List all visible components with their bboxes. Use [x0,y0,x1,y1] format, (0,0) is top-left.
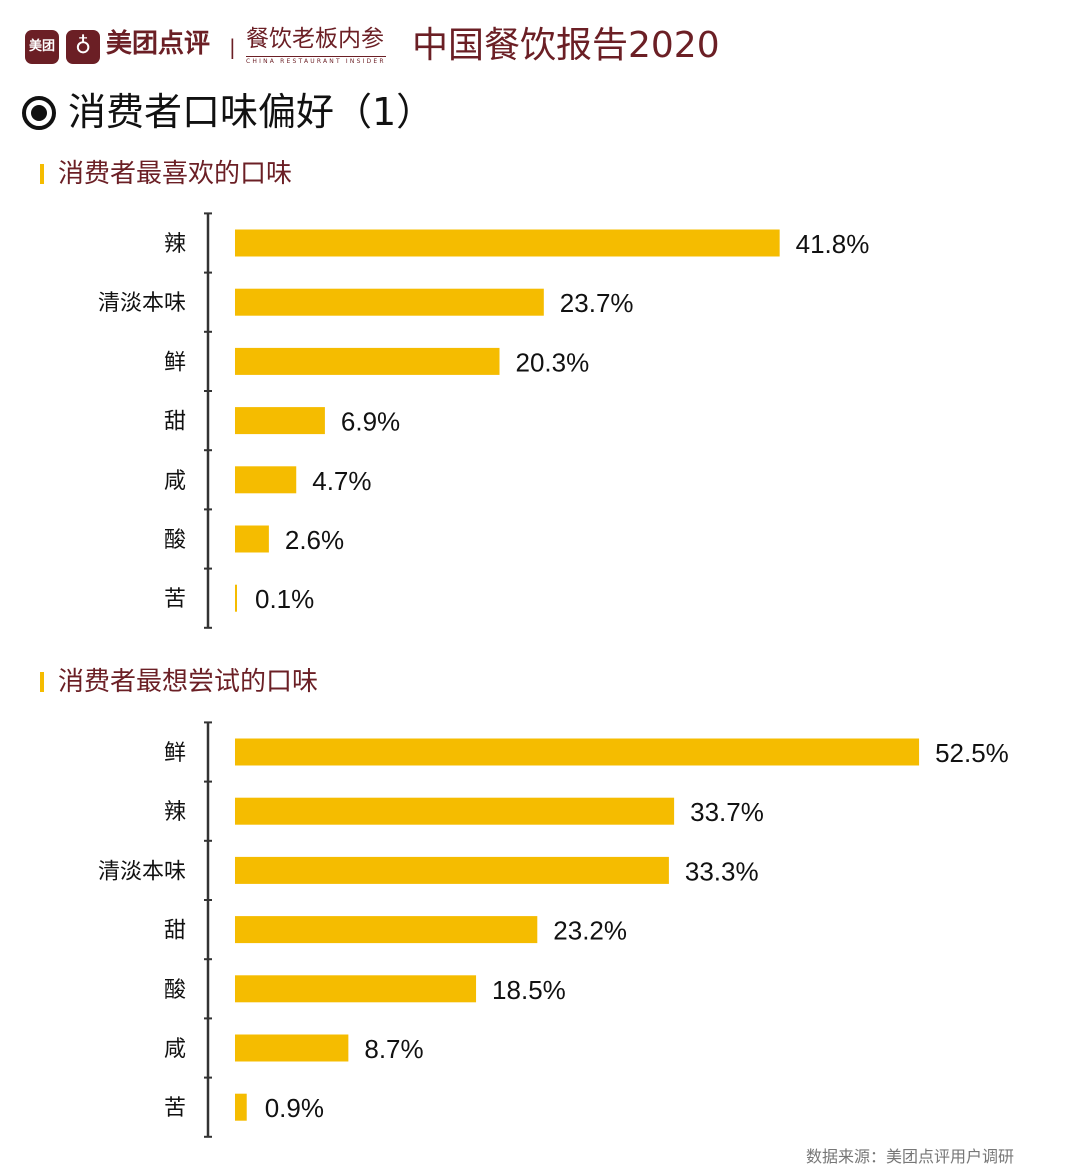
category-label: 鲜 [164,741,186,766]
bar [235,1034,349,1062]
bar [235,975,477,1003]
meituan-logo: 美团 [25,30,59,64]
category-label: 鲜 [164,350,186,375]
section-title-2: 消费者最想尝试的口味 [40,668,318,697]
page-title-text: 消费者口味偏好（1） [68,90,435,134]
brand-name: 美团点评 [106,29,211,59]
chart-2-title: 消费者最想尝试的口味 [58,667,319,697]
bar [235,407,325,435]
category-label: 苦 [164,1096,186,1121]
value-label: 18.5% [492,975,566,1005]
bar [235,916,538,944]
value-label: 33.3% [685,856,759,886]
value-label: 0.9% [265,1093,324,1123]
value-label: 52.5% [935,738,1009,768]
category-label: 清淡本味 [98,291,186,316]
bullet-icon [22,95,56,130]
bar [235,288,544,316]
chart-1-title: 消费者最喜欢的口味 [58,159,293,189]
value-label: 33.7% [690,797,764,827]
dianping-logo-icon: ♁ [66,30,100,64]
bar [235,466,297,494]
category-label: 酸 [164,528,186,553]
category-label: 酸 [164,978,186,1003]
page-title: 消费者口味偏好（1） [22,90,435,134]
bar [235,525,269,553]
partner-name: 餐饮老板内参 [246,26,384,52]
report-title: 中国餐饮报告2020 [412,25,720,66]
category-label: 甜 [164,410,186,435]
category-label: 清淡本味 [98,859,186,884]
logo-text: 美团 [28,38,55,54]
value-label: 6.9% [341,407,400,437]
category-label: 辣 [164,800,186,825]
partner-name-en: CHINA RESTAURANT INSIDER [246,56,386,65]
value-label: 4.7% [312,466,371,496]
category-label: 甜 [164,919,186,944]
bar [235,347,500,375]
value-label: 20.3% [516,347,590,377]
section-title-1: 消费者最喜欢的口味 [40,160,292,189]
category-label: 咸 [164,1037,186,1062]
value-label: 8.7% [364,1034,423,1064]
bar [235,797,675,825]
value-label: 23.7% [560,288,634,318]
category-label: 苦 [164,587,186,612]
bar [235,856,669,884]
value-label: 2.6% [285,525,344,555]
value-label: 41.8% [796,229,870,259]
separator: | [229,35,236,59]
value-label: 23.2% [553,916,627,946]
bar [235,584,237,612]
value-label: 0.1% [255,584,314,614]
data-source: 数据来源：美团点评用户调研 [806,1147,1015,1166]
category-label: 辣 [164,232,186,257]
bar [235,229,780,257]
category-label: 咸 [164,469,186,494]
bar [235,1093,247,1121]
bar [235,738,920,766]
